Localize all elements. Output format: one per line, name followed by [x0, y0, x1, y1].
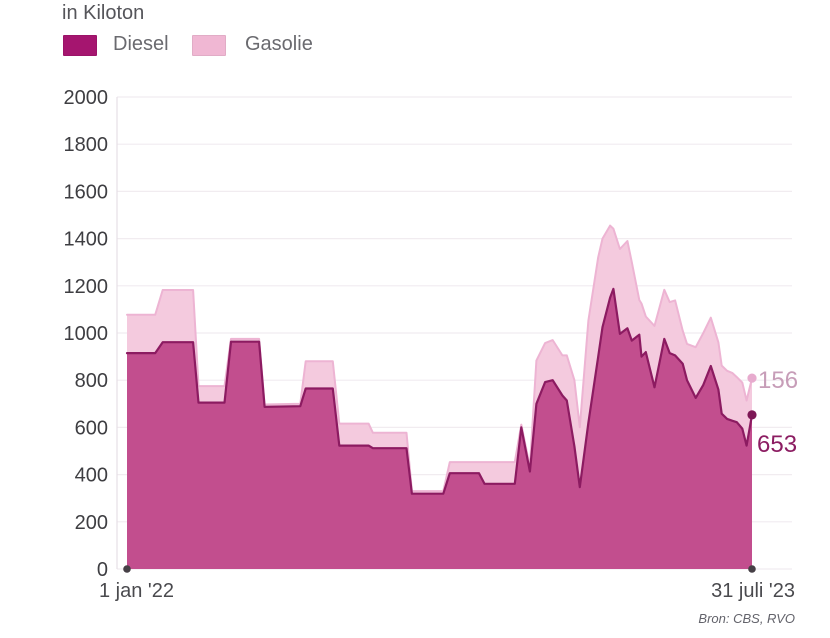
y-tick-label: 800: [75, 370, 108, 392]
y-tick-label: 1800: [64, 134, 109, 156]
final-gasolie-dot: [747, 373, 757, 383]
source-note: Bron: CBS, RVO: [698, 611, 795, 626]
y-tick-label: 200: [75, 512, 108, 534]
y-tick-label: 1400: [64, 229, 109, 251]
legend-label-diesel: Diesel: [113, 33, 169, 55]
diesel-area: [127, 288, 752, 569]
legend-swatch-diesel: [63, 35, 97, 56]
final-diesel-dot: [747, 410, 757, 420]
y-tick-label: 600: [75, 417, 108, 439]
y-tick-label: 1000: [64, 323, 109, 345]
end-value-label-gasolie: 156: [758, 367, 799, 394]
y-tick-label: 2000: [64, 87, 109, 109]
y-tick-label: 1200: [64, 276, 109, 298]
chart-title: in Kiloton: [62, 2, 145, 24]
gasolie-line: [126, 224, 753, 493]
baseline-end-dot: [748, 565, 756, 573]
baseline-start-dot: [123, 565, 131, 573]
x-axis-label-end: 31 juli '23: [711, 580, 795, 602]
legend-label-gasolie: Gasolie: [245, 33, 313, 55]
legend-swatch-gasolie: [192, 35, 226, 56]
y-tick-label: 1600: [64, 181, 109, 203]
x-axis-label-start: 1 jan '22: [99, 580, 174, 602]
legend: Diesel Gasolie: [0, 32, 830, 58]
y-tick-label: 400: [75, 465, 108, 487]
end-value-label-diesel: 653: [757, 431, 798, 458]
diesel-line: [125, 287, 754, 495]
y-tick-label: 0: [97, 559, 108, 581]
